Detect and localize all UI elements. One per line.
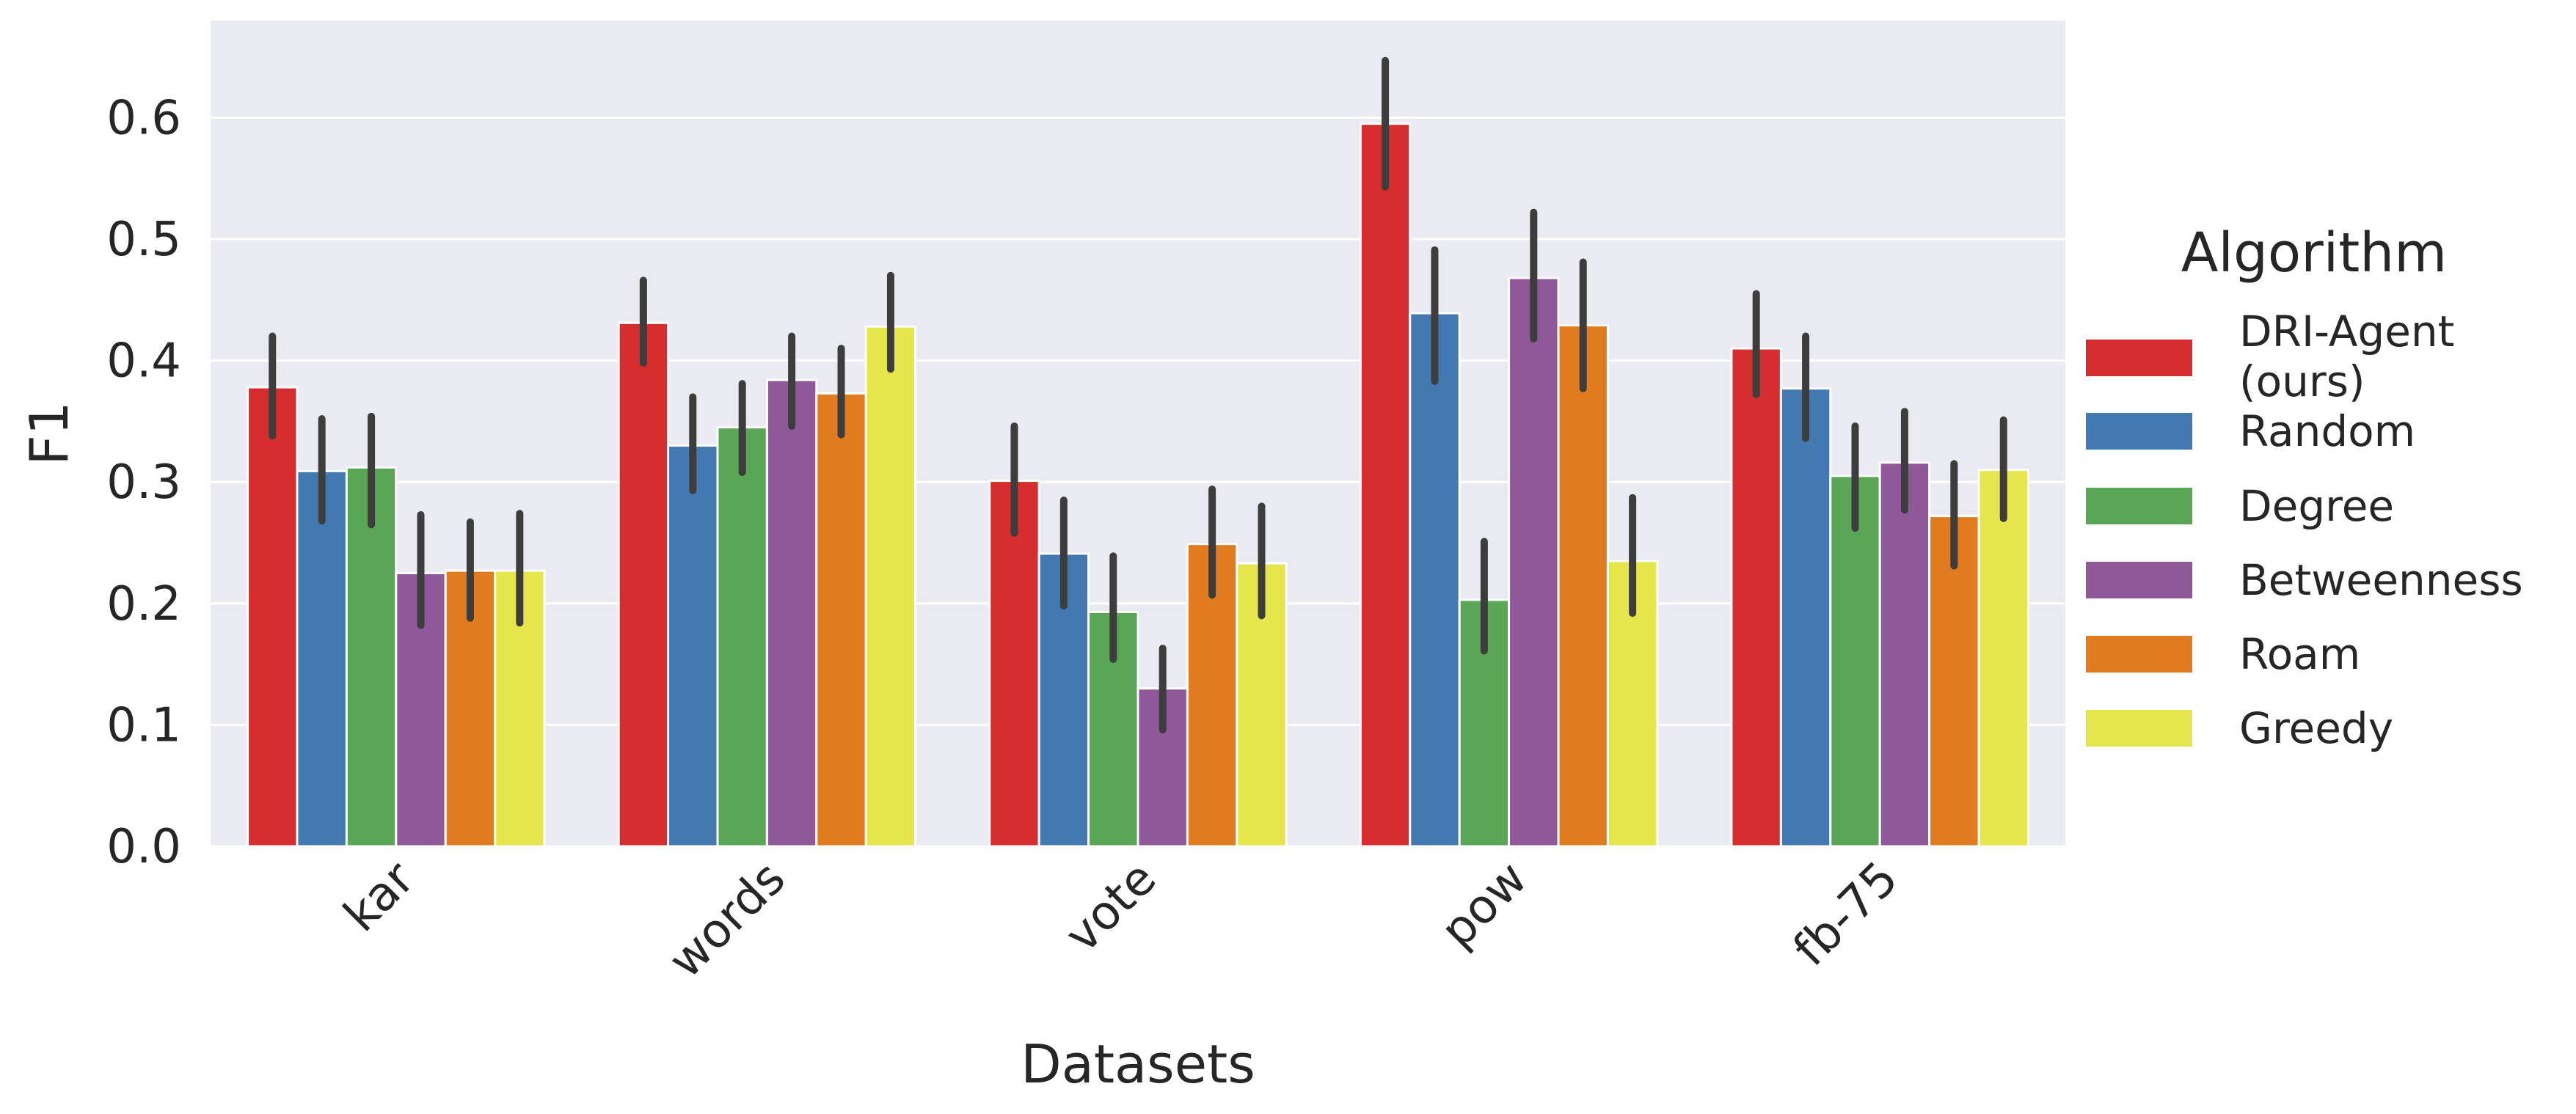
legend-title: Algorithm: [2181, 221, 2447, 285]
legend-swatch: [2086, 488, 2192, 524]
bar: [1779, 387, 1832, 848]
legend-label: (ours): [2239, 356, 2365, 406]
x-tick-label: vote: [1055, 851, 1167, 963]
y-tick-label: 0.6: [106, 91, 181, 145]
legend-label: Roam: [2239, 629, 2360, 679]
bar: [864, 325, 917, 848]
bar: [1878, 461, 1931, 848]
legend-label: Greedy: [2239, 703, 2393, 753]
legend-swatch: [2086, 340, 2192, 376]
bar: [716, 426, 768, 848]
x-tick-label: words: [659, 851, 796, 989]
bar: [1928, 515, 1980, 848]
x-tick-label: fb-75: [1784, 851, 1909, 977]
bar: [1359, 122, 1412, 848]
y-tick-label: 0.5: [106, 213, 181, 267]
bar: [617, 321, 670, 848]
bar: [1730, 347, 1782, 848]
bar: [1037, 552, 1090, 848]
legend-label: Betweenness: [2239, 555, 2523, 605]
error-bars: [269, 56, 2007, 734]
x-tick-label: kar: [334, 851, 426, 943]
legend-label: Degree: [2239, 481, 2394, 531]
y-axis-ticks: 0.0 0.1 0.2 0.3 0.4 0.5 0.6: [106, 91, 181, 874]
legend-swatch: [2086, 636, 2192, 673]
bar: [765, 378, 818, 848]
y-tick-label: 0.4: [106, 334, 181, 389]
y-axis-title: F1: [18, 401, 80, 465]
y-tick-label: 0.2: [106, 577, 181, 631]
bar: [296, 469, 348, 848]
bar: [345, 466, 398, 848]
bar: [667, 444, 719, 848]
bar: [815, 392, 867, 848]
x-tick-label: pow: [1431, 851, 1538, 959]
bar: [1508, 276, 1560, 848]
x-axis-ticks: kar words vote pow fb-75: [334, 851, 1908, 989]
legend-label: DRI-Agent: [2239, 307, 2454, 356]
legend-label: Random: [2239, 406, 2415, 456]
y-tick-label: 0.0: [106, 820, 181, 874]
legend-swatch: [2086, 562, 2192, 598]
y-tick-label: 0.3: [106, 455, 181, 510]
legend-swatch: [2086, 710, 2192, 747]
y-tick-label: 0.1: [106, 698, 181, 752]
legend: Algorithm DRI-Agent(ours)Random Degree Bet…: [2086, 221, 2523, 753]
legend-swatch: [2086, 413, 2192, 450]
bar: [247, 386, 299, 848]
bar: [988, 480, 1040, 848]
bar: [1977, 469, 2029, 848]
bar: [1409, 312, 1461, 848]
x-axis-title: Datasets: [1021, 1033, 1255, 1095]
bar: [1557, 324, 1609, 848]
